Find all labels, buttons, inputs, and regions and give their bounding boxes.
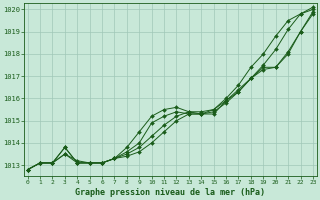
X-axis label: Graphe pression niveau de la mer (hPa): Graphe pression niveau de la mer (hPa) [75,188,265,197]
